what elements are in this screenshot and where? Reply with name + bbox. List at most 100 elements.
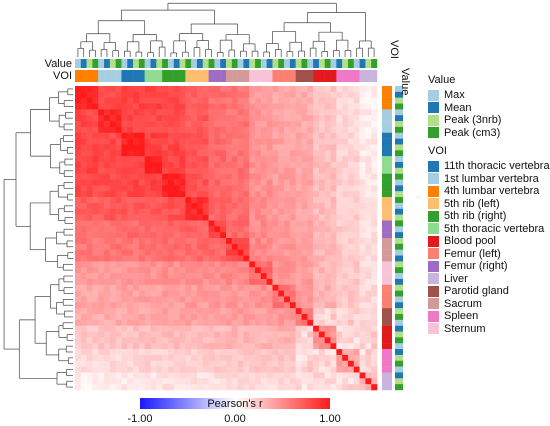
heatmap-cell <box>313 302 320 309</box>
heatmap-cell <box>138 173 145 180</box>
heatmap-cell <box>98 354 105 362</box>
heatmap-cell <box>266 337 273 344</box>
heatmap-cell <box>307 121 314 128</box>
voi-annotation-cell <box>167 70 174 82</box>
heatmap-cell <box>86 337 93 344</box>
heatmap-cell <box>255 337 262 344</box>
heatmap-cell <box>272 156 279 163</box>
heatmap-cell <box>133 138 140 145</box>
heatmap-cell <box>191 103 198 110</box>
heatmap-cell <box>208 179 215 186</box>
heatmap-cell <box>196 284 204 291</box>
value-side-cell <box>395 156 403 163</box>
heatmap-cell <box>359 261 366 268</box>
heatmap-cell <box>121 308 128 315</box>
heatmap-cell <box>220 86 227 93</box>
heatmap-cell <box>208 191 215 198</box>
heatmap-cell <box>185 220 192 227</box>
voi-legend-item: 5th rib (right) <box>428 210 548 223</box>
heatmap-cell <box>295 109 302 116</box>
heatmap-cell <box>272 331 279 338</box>
heatmap-cell <box>313 296 320 303</box>
voi-side-cell <box>382 238 392 245</box>
value-legend-item: Peak (cm3) <box>428 127 548 140</box>
heatmap-cell <box>115 319 122 326</box>
heatmap-cell <box>278 150 285 157</box>
heatmap-cell <box>278 162 285 169</box>
heatmap-cell <box>278 185 285 192</box>
heatmap-cell <box>336 226 343 233</box>
heatmap-cell <box>284 167 291 174</box>
heatmap-cell <box>301 267 308 274</box>
heatmap-cell <box>109 103 116 110</box>
voi-side-cell <box>382 156 392 163</box>
heatmap-cell <box>162 115 169 122</box>
heatmap-cell <box>353 384 360 391</box>
heatmap-cell <box>80 290 87 297</box>
value-annotation-cell <box>365 59 372 68</box>
heatmap-cell <box>121 249 128 256</box>
heatmap-cell <box>191 349 198 356</box>
heatmap-cell <box>231 214 238 221</box>
heatmap-cell <box>133 226 140 233</box>
value-annotation-cell <box>313 59 320 68</box>
heatmap-cell <box>249 302 256 309</box>
heatmap-cell <box>371 314 378 321</box>
heatmap-cell <box>167 138 175 145</box>
heatmap-cell <box>301 197 308 204</box>
heatmap-cell <box>138 214 145 221</box>
heatmap-cell <box>144 296 151 303</box>
voi-side-cell <box>382 261 392 268</box>
heatmap-cell <box>75 202 82 210</box>
heatmap-cell <box>98 314 105 321</box>
value-side-cell <box>395 349 403 356</box>
heatmap-cell <box>301 238 308 245</box>
heatmap-cell <box>342 349 349 356</box>
heatmap-cell <box>231 278 238 286</box>
heatmap-cell <box>167 331 175 338</box>
heatmap-cell <box>196 197 204 204</box>
voi-legend-swatch <box>428 223 439 235</box>
heatmap-cell <box>295 378 302 385</box>
heatmap-cell <box>214 325 221 332</box>
heatmap-cell <box>220 144 227 151</box>
heatmap-cell <box>214 86 221 93</box>
heatmap-cell <box>301 360 308 367</box>
heatmap-cell <box>202 360 209 367</box>
heatmap-cell <box>255 115 262 122</box>
heatmap-cell <box>330 343 337 350</box>
heatmap-cell <box>127 284 134 291</box>
heatmap-cell <box>173 290 180 297</box>
heatmap-cell <box>266 220 273 227</box>
heatmap-cell <box>121 290 128 297</box>
heatmap-cell <box>359 103 366 110</box>
heatmap-cell <box>86 273 93 280</box>
heatmap-cell <box>191 261 198 268</box>
heatmap-cell <box>272 132 279 139</box>
heatmap-cell <box>144 249 151 256</box>
heatmap-cell <box>196 156 204 163</box>
heatmap-cell <box>138 284 145 291</box>
heatmap-cell <box>80 325 87 332</box>
heatmap-cell <box>330 214 337 221</box>
value-legend-item: Mean <box>428 102 548 115</box>
heatmap-cell <box>191 278 198 286</box>
heatmap-cell <box>202 278 209 286</box>
heatmap-cell <box>231 360 238 367</box>
heatmap-cell <box>347 150 355 157</box>
heatmap-cell <box>307 238 314 245</box>
heatmap-cell <box>144 243 151 250</box>
heatmap-cell <box>214 214 221 221</box>
heatmap-cell <box>226 384 233 391</box>
heatmap-cell <box>231 319 238 326</box>
heatmap-cell <box>336 290 343 297</box>
heatmap-cell <box>173 296 180 303</box>
value-side-cell <box>395 226 403 233</box>
voi-annotation-cell <box>295 70 302 82</box>
heatmap-cell <box>162 109 169 116</box>
heatmap-cell <box>109 91 116 98</box>
heatmap-cell <box>318 126 326 134</box>
heatmap-cell <box>86 314 93 321</box>
heatmap-cell <box>138 91 145 98</box>
value-annotation-cell <box>289 59 296 68</box>
